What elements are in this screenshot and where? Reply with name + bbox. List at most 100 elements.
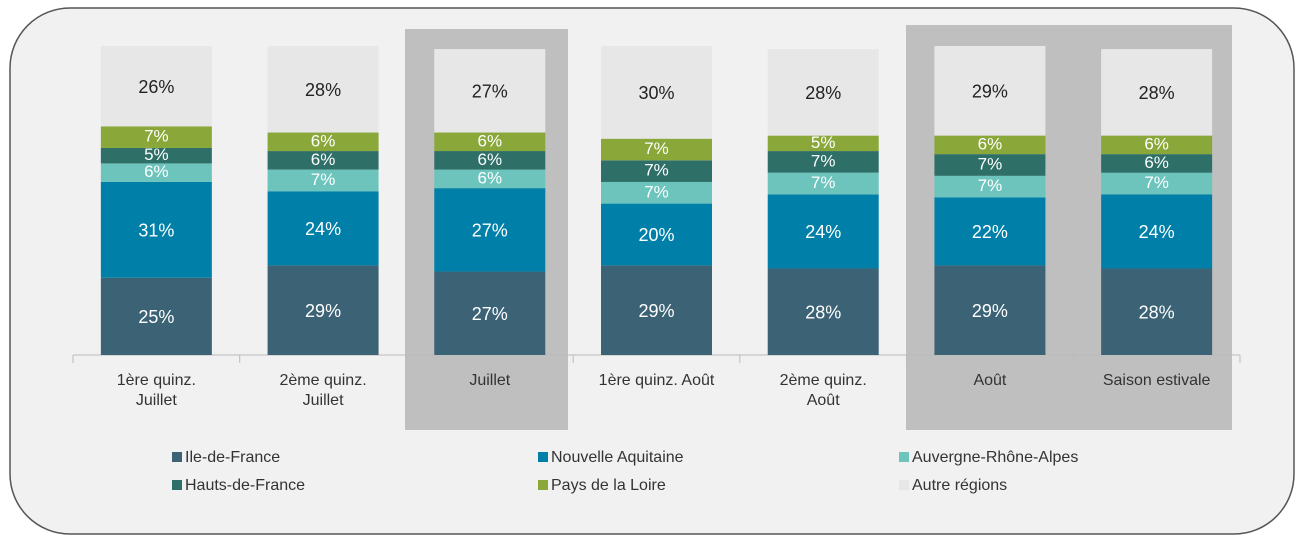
data-label: 7% (644, 139, 669, 158)
bar-segment (601, 265, 712, 355)
data-label: 7% (311, 170, 336, 189)
legend-label: Ile-de-France (185, 449, 281, 466)
bar-segment (267, 169, 379, 192)
data-label: 28% (805, 83, 841, 103)
bar-segment (100, 126, 212, 148)
bar-segment (434, 271, 546, 355)
data-label: 7% (978, 154, 1003, 173)
data-label: 6% (311, 131, 336, 150)
x-tick-label: Saison estivale (1102, 372, 1211, 389)
bar-segment (100, 163, 212, 182)
bar-segment (601, 138, 712, 161)
legend-swatch (172, 452, 182, 462)
legend-swatch (172, 480, 182, 490)
bar-segment (1101, 135, 1213, 155)
bar-segment (1101, 172, 1213, 195)
data-label: 7% (644, 182, 669, 201)
data-label: 27% (472, 304, 508, 324)
legend-label: Nouvelle Aquitaine (551, 449, 684, 466)
bar-segment (767, 172, 879, 195)
legend-swatch (538, 452, 548, 462)
bar-segment (100, 46, 212, 127)
bar-segment (767, 268, 879, 355)
bar-segment (1101, 268, 1213, 355)
x-tick-label: Août (973, 372, 1007, 389)
data-label: 5% (811, 133, 836, 152)
data-label: 6% (477, 168, 502, 187)
bar-segment (601, 181, 712, 204)
data-label: 5% (144, 145, 169, 164)
data-label: 26% (138, 77, 174, 97)
bar-segment (267, 46, 379, 133)
legend-item: Auvergne-Rhône-Alpes (899, 448, 1078, 468)
x-tick-label: 1ère quinz. Juillet (116, 372, 196, 409)
data-label: 28% (1139, 302, 1175, 322)
data-label: 7% (144, 127, 169, 146)
legend-item: Autre régions (899, 476, 1007, 496)
data-label: 30% (638, 83, 674, 103)
bar-segment (100, 147, 212, 164)
bar-segment (767, 194, 879, 269)
bar-segment (1101, 154, 1213, 173)
x-tick-label: 2ème quinz. Juillet (279, 372, 367, 409)
bar-segment (267, 132, 379, 152)
x-tick-label: 1ère quinz. Août (598, 372, 715, 389)
bar-segment (434, 49, 546, 133)
data-label: 29% (305, 301, 341, 321)
data-label: 29% (972, 82, 1008, 102)
bar-segment (1101, 194, 1213, 269)
bar-segment (267, 151, 379, 170)
data-label: 7% (644, 161, 669, 180)
x-tick-label: 2ème quinz. Août (779, 372, 867, 409)
bar-segment (934, 154, 1046, 176)
data-label: 6% (477, 131, 502, 150)
legend-label: Auvergne-Rhône-Alpes (912, 449, 1079, 466)
bar-segment (267, 265, 379, 355)
bar-segment (100, 277, 212, 355)
bar-segment (934, 197, 1046, 266)
data-label: 25% (138, 307, 174, 327)
bar-segment (267, 191, 379, 266)
data-label: 6% (1144, 153, 1169, 172)
bar-segment (1101, 49, 1213, 136)
data-label: 6% (978, 134, 1003, 153)
data-label: 6% (477, 150, 502, 169)
data-label: 6% (311, 150, 336, 169)
data-label: 27% (472, 82, 508, 102)
data-label: 28% (1139, 83, 1175, 103)
bar-segment (767, 49, 879, 136)
data-label: 6% (1144, 134, 1169, 153)
legend-label: Pays de la Loire (551, 477, 666, 494)
data-label: 24% (1139, 222, 1175, 242)
data-label: 24% (805, 222, 841, 242)
bar-segment (934, 265, 1046, 355)
bar-segment (601, 46, 712, 139)
data-label: 28% (805, 302, 841, 322)
data-label: 7% (811, 151, 836, 170)
data-label: 29% (638, 301, 674, 321)
data-label: 28% (305, 80, 341, 100)
legend-swatch (899, 452, 909, 462)
data-label: 24% (305, 219, 341, 239)
legend-item: Hauts-de-France (172, 476, 305, 496)
bar-segment (934, 175, 1046, 198)
legend-label: Hauts-de-France (185, 477, 306, 494)
bar-segment (434, 151, 546, 170)
legend-label: Autre régions (912, 477, 1008, 494)
bar-segment (601, 203, 712, 266)
legend-swatch (899, 480, 909, 490)
data-label: 6% (144, 162, 169, 181)
data-label: 7% (978, 176, 1003, 195)
x-tick-label: Juillet (469, 372, 511, 389)
bar-segment (100, 181, 212, 278)
bar-segment (934, 135, 1046, 155)
legend-item: Pays de la Loire (538, 476, 666, 496)
data-label: 31% (138, 221, 174, 241)
data-label: 29% (972, 301, 1008, 321)
data-label: 22% (972, 222, 1008, 242)
data-label: 27% (472, 221, 508, 241)
data-label: 20% (638, 225, 674, 245)
bar-segment (934, 46, 1046, 136)
data-label: 7% (1144, 173, 1169, 192)
